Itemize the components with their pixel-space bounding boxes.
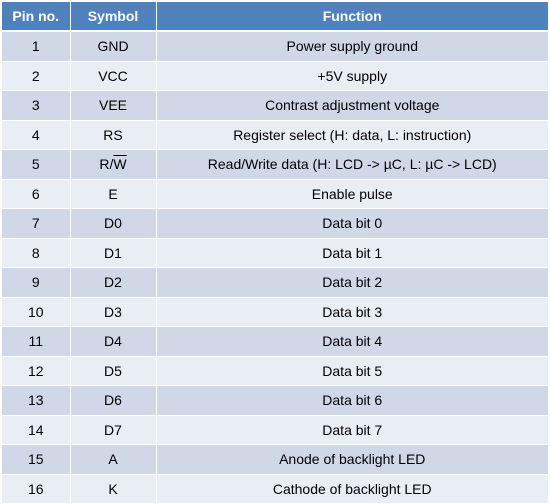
pin-number-cell: 10 <box>2 297 71 327</box>
symbol-cell: VCC <box>70 61 157 91</box>
symbol-cell: D5 <box>70 356 157 386</box>
function-cell: Contrast adjustment voltage <box>156 90 548 121</box>
symbol-cell: D7 <box>70 415 157 445</box>
pin-number-cell: 11 <box>2 326 71 357</box>
function-cell: Data bit 7 <box>156 415 548 445</box>
symbol-cell: A <box>70 444 157 475</box>
pin-number-cell: 12 <box>2 356 71 386</box>
header-symbol: Symbol <box>70 2 157 32</box>
pin-number-cell: 16 <box>2 474 71 504</box>
pin-number-cell: 1 <box>2 31 71 62</box>
function-cell: Data bit 2 <box>156 267 548 298</box>
table-row: 1 GND Power supply ground <box>2 31 548 62</box>
table-row: 4 RS Register select (H: data, L: instruct… <box>2 120 548 150</box>
symbol-cell: GND <box>70 31 157 62</box>
function-cell: Power supply ground <box>156 31 548 62</box>
header-pin-no: Pin no. <box>2 2 71 32</box>
table-row: 13 D6 Data bit 6 <box>2 385 548 416</box>
function-cell: +5V supply <box>156 61 548 91</box>
pin-number-cell: 6 <box>2 179 71 209</box>
symbol-cell: K <box>70 474 157 504</box>
table-row: 2 VCC +5V supply <box>2 61 548 91</box>
symbol-cell: VEE <box>70 90 157 121</box>
function-cell: Cathode of backlight LED <box>156 474 548 504</box>
header-function: Function <box>156 2 548 32</box>
pin-number-cell: 2 <box>2 61 71 91</box>
pin-number-cell: 5 <box>2 149 71 180</box>
pin-number-cell: 15 <box>2 444 71 475</box>
function-cell: Data bit 3 <box>156 297 548 327</box>
symbol-cell: D1 <box>70 238 157 268</box>
header-row: Pin no. Symbol Function <box>2 2 548 32</box>
symbol-cell: D3 <box>70 297 157 327</box>
table-row: 3 VEE Contrast adjustment voltage <box>2 90 548 121</box>
pin-number-cell: 13 <box>2 385 71 416</box>
table-row: 10 D3 Data bit 3 <box>2 297 548 327</box>
table-row: 5 R/W Read/Write data (H: LCD -> µC, L: µC… <box>2 149 548 180</box>
table-row: 12 D5 Data bit 5 <box>2 356 548 386</box>
pin-number-cell: 7 <box>2 208 71 239</box>
table-row: 9 D2 Data bit 2 <box>2 267 548 298</box>
function-cell: Data bit 0 <box>156 208 548 239</box>
table-row: 6 E Enable pulse <box>2 179 548 209</box>
table-row: 7 D0 Data bit 0 <box>2 208 548 239</box>
function-cell: Data bit 1 <box>156 238 548 268</box>
function-cell: Read/Write data (H: LCD -> µC, L: µC -> … <box>156 149 548 180</box>
symbol-overline-text: W <box>113 156 127 173</box>
symbol-text: R/ <box>99 156 114 173</box>
table-row: 11 D4 Data bit 4 <box>2 326 548 357</box>
table-row: 16 K Cathode of backlight LED <box>2 474 548 504</box>
pin-number-cell: 8 <box>2 238 71 268</box>
symbol-cell: R/W <box>70 149 157 180</box>
function-cell: Data bit 4 <box>156 326 548 357</box>
pin-number-cell: 9 <box>2 267 71 298</box>
symbol-cell: D6 <box>70 385 157 416</box>
symbol-cell: E <box>70 179 157 209</box>
function-cell: Enable pulse <box>156 179 548 209</box>
table-row: 8 D1 Data bit 1 <box>2 238 548 268</box>
function-cell: Data bit 6 <box>156 385 548 416</box>
symbol-cell: D4 <box>70 326 157 357</box>
function-cell: Register select (H: data, L: instruction… <box>156 120 548 150</box>
pin-number-cell: 14 <box>2 415 71 445</box>
table-row: 15 A Anode of backlight LED <box>2 444 548 475</box>
table-row: 14 D7 Data bit 7 <box>2 415 548 445</box>
symbol-cell: D2 <box>70 267 157 298</box>
pin-number-cell: 4 <box>2 120 71 150</box>
symbol-cell: RS <box>70 120 157 150</box>
function-cell: Anode of backlight LED <box>156 444 548 475</box>
symbol-cell: D0 <box>70 208 157 239</box>
function-cell: Data bit 5 <box>156 356 548 386</box>
pin-number-cell: 3 <box>2 90 71 121</box>
